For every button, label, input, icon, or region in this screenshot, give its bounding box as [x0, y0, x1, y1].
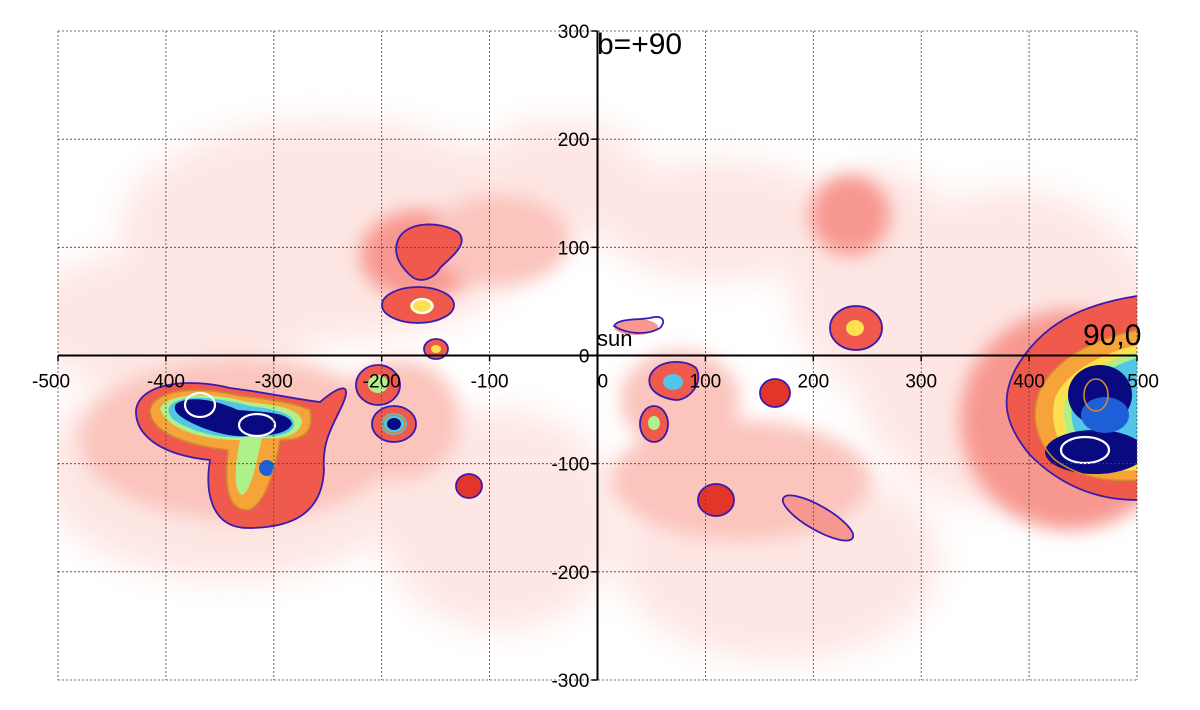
- x-tick-label-8: 300: [905, 372, 937, 393]
- x-tick-label-1: -400: [147, 372, 185, 393]
- annotation-90-0: 90,0: [1083, 319, 1141, 352]
- x-tick-label-9: 400: [1013, 372, 1045, 393]
- x-tick-label-10: 500: [1127, 372, 1159, 393]
- y-tick-label-2: -100: [551, 455, 589, 476]
- y-tick-label-5: 200: [558, 130, 590, 151]
- y-tick-label-4: 100: [558, 238, 590, 259]
- axes: [57, 30, 1138, 681]
- x-tick-label-2: -300: [255, 372, 293, 393]
- y-tick-label-6: 300: [558, 22, 590, 43]
- heatmap-field: [58, 120, 1137, 660]
- y-tick-labels: -300 -200 -100 0 100 200 300: [551, 22, 589, 692]
- y-tick-label-1: -200: [551, 563, 589, 584]
- x-tick-label-3: -200: [363, 372, 401, 393]
- x-tick-label-6: 100: [690, 372, 722, 393]
- x-tick-label-7: 200: [797, 372, 829, 393]
- y-tick-label-0: -300: [551, 671, 589, 692]
- x-tick-label-0: -500: [32, 372, 70, 393]
- annotation-sun: sun: [597, 326, 632, 351]
- y-tick-label-3: 0: [579, 347, 590, 368]
- x-tick-label-5: 0: [598, 372, 609, 393]
- annotation-b90: b=+90: [597, 28, 682, 61]
- x-tick-labels: -500 -400 -300 -200 -100 0 100 200 300 400 500: [32, 372, 1159, 393]
- x-tick-label-4: -100: [471, 372, 509, 393]
